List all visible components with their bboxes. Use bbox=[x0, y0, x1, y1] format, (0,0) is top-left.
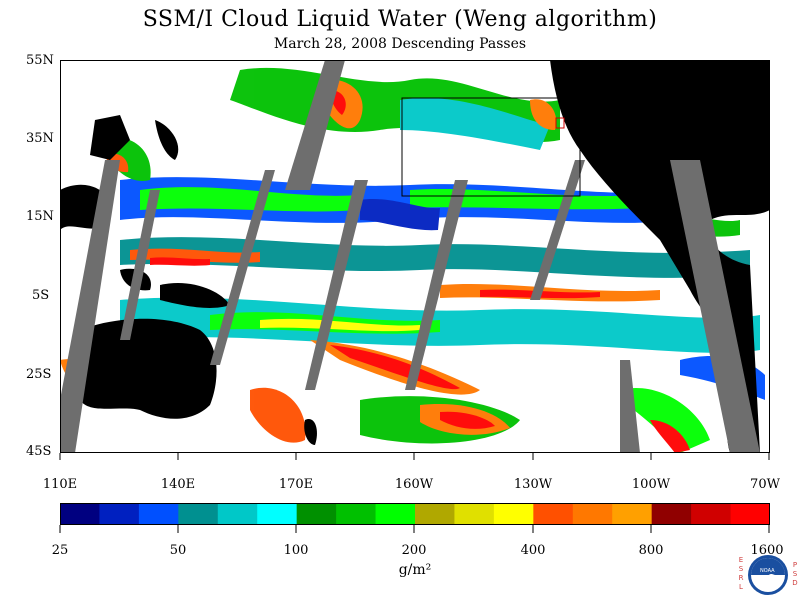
colorbar-segment bbox=[572, 503, 613, 525]
colorbar-segment bbox=[99, 503, 140, 525]
chart-subtitle: March 28, 2008 Descending Passes bbox=[273, 36, 527, 52]
australia-land bbox=[72, 318, 217, 419]
colorbar-label: 400 bbox=[520, 543, 546, 558]
colorbar-segment bbox=[217, 503, 258, 525]
noaa-logo-text: NOAA bbox=[760, 568, 775, 574]
colorbar-label: 1600 bbox=[750, 543, 784, 558]
colorbar-segment bbox=[336, 503, 377, 525]
colorbar-segment bbox=[730, 503, 770, 525]
map-frame bbox=[60, 60, 770, 453]
colorbar-segment bbox=[178, 503, 219, 525]
cloud-water-map bbox=[60, 60, 770, 453]
colorbar-label: 25 bbox=[51, 543, 69, 558]
colorbar-segment bbox=[612, 503, 653, 525]
lon-ticks bbox=[59, 453, 770, 460]
lat-label: 35N bbox=[26, 131, 54, 146]
lon-label: 130W bbox=[513, 477, 553, 492]
colorbar-unit: g/m² bbox=[398, 562, 432, 578]
swath-gap bbox=[60, 160, 120, 453]
colorbar-segment bbox=[415, 503, 455, 525]
lon-label: 110E bbox=[42, 477, 78, 492]
swath-gap bbox=[210, 170, 275, 365]
swath-gap bbox=[285, 60, 345, 190]
colorbar-segment bbox=[454, 503, 495, 525]
noaa-logo: NOAA bbox=[738, 552, 798, 598]
swath-gap bbox=[670, 160, 760, 453]
colorbar-label: 100 bbox=[283, 543, 309, 558]
lat-label: 25S bbox=[26, 367, 52, 382]
colorbar-segment bbox=[60, 503, 100, 525]
colorbar-label: 800 bbox=[638, 543, 664, 558]
swath-gap bbox=[620, 360, 640, 453]
colorbar-segment bbox=[691, 503, 732, 525]
colorbar-segment bbox=[257, 503, 298, 525]
new-zealand-land bbox=[304, 419, 317, 445]
lon-label: 140E bbox=[160, 477, 196, 492]
korea-japan-land bbox=[90, 115, 130, 160]
lon-label: 70W bbox=[750, 477, 780, 492]
inset-marker-box bbox=[555, 117, 565, 129]
colorbar-segment bbox=[375, 503, 416, 525]
lon-label: 100W bbox=[631, 477, 671, 492]
lat-label: 15N bbox=[26, 209, 54, 224]
lat-label: 45S bbox=[26, 444, 52, 459]
lat-label: 5S bbox=[32, 288, 50, 303]
colorbar bbox=[60, 503, 770, 525]
americas-land bbox=[550, 60, 770, 453]
swath-gap bbox=[405, 180, 468, 390]
colorbar-segment bbox=[533, 503, 574, 525]
new-guinea-land bbox=[160, 282, 230, 308]
lon-label: 170E bbox=[278, 477, 314, 492]
colorbar-segment bbox=[138, 503, 179, 525]
swath-gap bbox=[530, 160, 585, 300]
colorbar-ticks bbox=[59, 525, 770, 533]
inset-region-box bbox=[401, 97, 581, 197]
swath-gap bbox=[120, 190, 160, 340]
swath-gap bbox=[305, 180, 368, 390]
japan-islands bbox=[155, 120, 179, 160]
coast-sliver bbox=[760, 115, 770, 155]
colorbar-segment bbox=[296, 503, 337, 525]
lat-label: 55N bbox=[26, 53, 54, 68]
lon-label: 160W bbox=[394, 477, 434, 492]
land bbox=[60, 60, 770, 453]
colorbar-label: 200 bbox=[401, 543, 427, 558]
colorbar-label: 50 bbox=[169, 543, 187, 558]
chart-title: SSM/I Cloud Liquid Water (Weng algorithm… bbox=[142, 7, 658, 32]
colorbar-frame bbox=[60, 503, 770, 525]
no-data-swaths bbox=[60, 60, 760, 453]
colorbar-segment bbox=[651, 503, 692, 525]
colorbar-segment bbox=[493, 503, 534, 525]
